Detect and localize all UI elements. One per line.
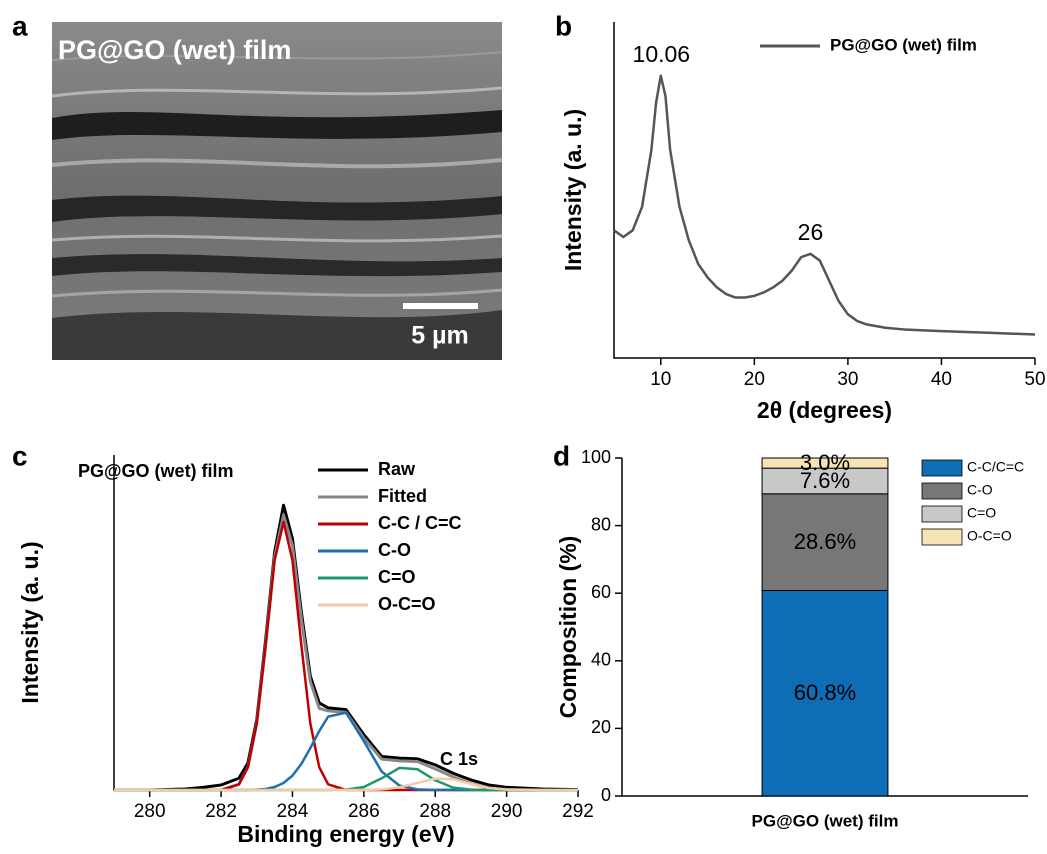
y-tick-label: 40 [591, 650, 611, 670]
legend-label: C=O [378, 567, 416, 587]
y-tick-label: 80 [591, 514, 611, 534]
legend-label: Raw [378, 459, 416, 479]
value-label: 28.6% [794, 529, 856, 554]
series-line [114, 522, 578, 790]
x-tick-label: 50 [1024, 369, 1045, 390]
panel-label: d [553, 440, 570, 471]
y-tick-label: 100 [581, 447, 611, 467]
x-tick-label: 286 [348, 801, 380, 822]
x-tick-label: 10 [650, 369, 671, 390]
legend-label: C=O [967, 505, 996, 521]
scale-bar-label: 5 µm [411, 322, 468, 350]
legend-label: C-O [378, 540, 411, 560]
annotation: 10.06 [633, 41, 691, 67]
x-tick-label: PG@GO (wet) film [752, 811, 899, 830]
x-tick-label: 40 [931, 369, 952, 390]
value-label: 60.8% [794, 680, 856, 705]
series-line [114, 713, 578, 790]
y-axis-label: Intensity (a. u.) [560, 109, 586, 271]
x-tick-label: 290 [491, 801, 523, 822]
legend-label: Fitted [378, 486, 427, 506]
panel-label: a [12, 10, 28, 41]
x-axis-label: 2θ (degrees) [757, 397, 892, 423]
axis-line [114, 455, 578, 790]
legend-swatch [922, 529, 962, 545]
x-tick-label: 30 [837, 369, 858, 390]
legend-label: O-C=O [967, 528, 1012, 544]
y-axis-label: Intensity (a. u.) [17, 541, 43, 703]
x-tick-label: 288 [419, 801, 451, 822]
x-tick-label: 292 [562, 801, 594, 822]
x-tick-label: 284 [277, 801, 309, 822]
image-title: PG@GO (wet) film [58, 35, 291, 65]
legend-label: C-C / C=C [378, 513, 462, 533]
legend-label: O-C=O [378, 594, 436, 614]
value-label: 3.0% [800, 450, 850, 475]
y-tick-label: 20 [591, 717, 611, 737]
chart-title: PG@GO (wet) film [78, 461, 234, 481]
y-tick-label: 0 [601, 785, 611, 805]
legend-swatch [922, 483, 962, 499]
x-tick-label: 280 [134, 801, 166, 822]
x-tick-label: 20 [744, 369, 765, 390]
legend-swatch [922, 460, 962, 476]
series-line [114, 505, 578, 790]
annotation: C 1s [440, 749, 478, 769]
series-line [614, 76, 1035, 335]
x-axis-label: Binding energy (eV) [237, 821, 454, 847]
y-axis-label: Composition (%) [555, 536, 581, 719]
annotation: 26 [798, 219, 824, 245]
legend-label: C-O [967, 482, 993, 498]
legend-label: PG@GO (wet) film [830, 35, 977, 54]
sem-image: PG@GO (wet) film 5 µm [52, 22, 502, 360]
y-tick-label: 60 [591, 582, 611, 602]
figure: PG@GO (wet) film 5 µm a b c d 10 20 30 40 50… [0, 0, 1047, 854]
x-tick-label: 282 [205, 801, 237, 822]
legend-label: C-C/C=C [967, 459, 1024, 475]
panel-label: c [12, 440, 28, 471]
legend-swatch [922, 506, 962, 522]
panel-label: b [555, 10, 572, 41]
series-line [114, 515, 578, 790]
